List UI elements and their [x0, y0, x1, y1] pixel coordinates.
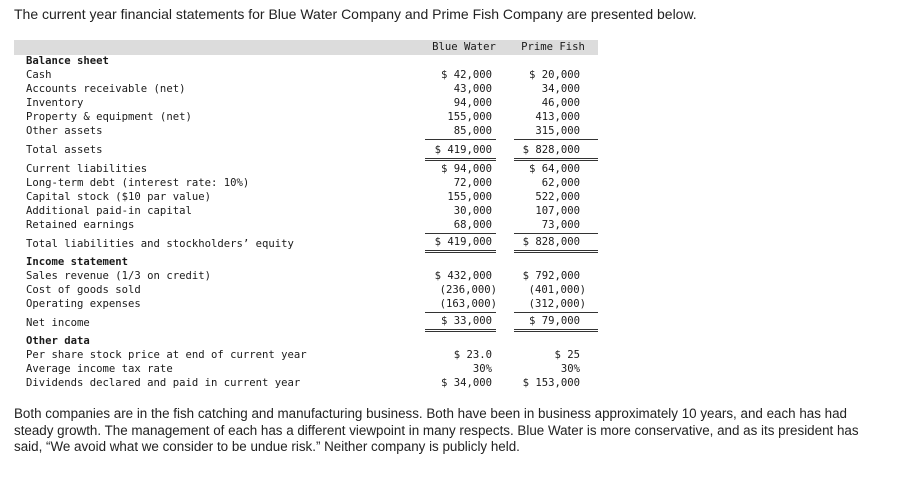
row-label: Dividends declared and paid in current y…	[26, 377, 301, 389]
value-prime-fish: $ 64,000	[528, 163, 580, 175]
subtotal-rule	[425, 233, 496, 234]
value-blue-water: 68,000	[453, 219, 492, 231]
row-label-total: Total assets	[26, 144, 103, 156]
value-prime-fish: $ 79,000	[528, 315, 580, 327]
column-header-blue-water: Blue Water	[432, 41, 496, 53]
total-double-rule	[514, 250, 598, 253]
total-double-rule	[514, 329, 598, 332]
value-prime-fish: 30%	[560, 363, 580, 375]
value-prime-fish: 107,000	[535, 205, 580, 217]
row-label: Current liabilities	[26, 163, 148, 175]
value-prime-fish: $ 25	[554, 349, 580, 361]
value-blue-water: $ 419,000	[434, 236, 492, 248]
value-prime-fish: $ 792,000	[522, 270, 580, 282]
value-blue-water: $ 34,000	[440, 377, 492, 389]
value-blue-water: 155,000	[447, 191, 492, 203]
value-blue-water: $ 42,000	[440, 69, 492, 81]
row-label: Cash	[26, 69, 52, 81]
row-label: Accounts receivable (net)	[26, 83, 186, 95]
value-prime-fish: (312,000)	[528, 298, 586, 310]
row-label: Sales revenue (1/3 on credit)	[26, 270, 211, 282]
value-prime-fish: 73,000	[541, 219, 580, 231]
value-blue-water: $ 419,000	[434, 144, 492, 156]
total-double-rule	[425, 250, 496, 253]
subtotal-rule	[425, 312, 496, 313]
value-prime-fish: $ 153,000	[522, 377, 580, 389]
value-blue-water: 72,000	[453, 177, 492, 189]
row-label: Inventory	[26, 97, 84, 109]
value-blue-water: 85,000	[453, 125, 492, 137]
value-blue-water: $ 94,000	[440, 163, 492, 175]
value-blue-water: $ 432,000	[434, 270, 492, 282]
value-blue-water: 94,000	[453, 97, 492, 109]
value-prime-fish: 413,000	[535, 111, 580, 123]
row-label: Long-term debt (interest rate: 10%)	[26, 177, 250, 189]
value-prime-fish: 315,000	[535, 125, 580, 137]
value-prime-fish: 46,000	[541, 97, 580, 109]
value-blue-water: 30,000	[453, 205, 492, 217]
header-band	[14, 40, 598, 55]
section-title-income-statement: Income statement	[26, 256, 129, 268]
value-prime-fish: 522,000	[535, 191, 580, 203]
value-blue-water: 43,000	[453, 83, 492, 95]
value-prime-fish: $ 20,000	[528, 69, 580, 81]
row-label: Retained earnings	[26, 219, 135, 231]
row-label: Property & equipment (net)	[26, 111, 192, 123]
value-blue-water: 155,000	[447, 111, 492, 123]
value-prime-fish: (401,000)	[528, 284, 586, 296]
section-title-balance-sheet: Balance sheet	[26, 55, 109, 67]
subtotal-rule	[514, 233, 598, 234]
section-title-other-data: Other data	[26, 335, 90, 347]
row-label: Per share stock price at end of current …	[26, 349, 307, 361]
value-blue-water: $ 33,000	[440, 315, 492, 327]
value-blue-water: (236,000)	[439, 284, 497, 296]
row-label: Capital stock ($10 par value)	[26, 191, 211, 203]
total-double-rule	[425, 158, 496, 161]
subtotal-rule	[514, 139, 598, 140]
total-double-rule	[514, 158, 598, 161]
column-header-prime-fish: Prime Fish	[521, 41, 585, 53]
intro-text: The current year financial statements fo…	[14, 6, 697, 22]
value-blue-water: (163,000)	[439, 298, 497, 310]
row-label: Cost of goods sold	[26, 284, 141, 296]
value-blue-water: $ 23.0	[453, 349, 492, 361]
row-label: Average income tax rate	[26, 363, 173, 375]
value-blue-water: 30%	[472, 363, 492, 375]
value-prime-fish: 62,000	[541, 177, 580, 189]
row-label: Additional paid-in capital	[26, 205, 192, 217]
value-prime-fish: $ 828,000	[522, 236, 580, 248]
subtotal-rule	[425, 139, 496, 140]
total-double-rule	[425, 329, 496, 332]
row-label: Operating expenses	[26, 298, 141, 310]
description-paragraph: Both companies are in the fish catching …	[14, 406, 859, 454]
row-label-total: Total liabilities and stockholders’ equi…	[26, 238, 294, 250]
value-prime-fish: 34,000	[541, 83, 580, 95]
subtotal-rule	[514, 312, 598, 313]
row-label-total: Net income	[26, 317, 90, 329]
value-prime-fish: $ 828,000	[522, 144, 580, 156]
row-label: Other assets	[26, 125, 103, 137]
cropped-next-line	[14, 472, 78, 478]
